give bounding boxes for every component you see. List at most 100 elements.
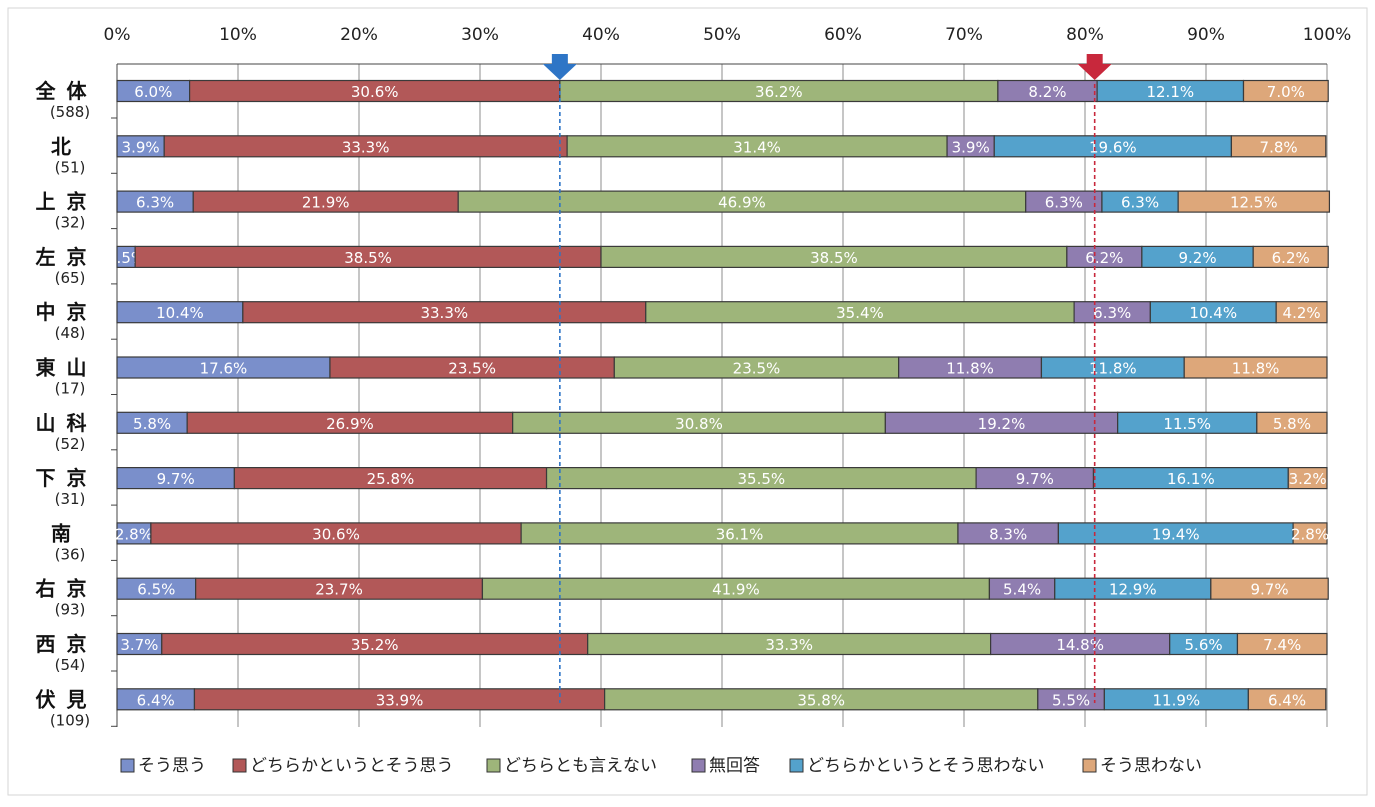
data-label: 12.1%	[1146, 83, 1194, 101]
bar-segment	[1247, 688, 1327, 711]
data-label: 17.6%	[200, 360, 248, 378]
category-label: 全 体	[35, 79, 89, 103]
data-label: 10.4%	[1189, 304, 1237, 322]
category-label: 北	[51, 134, 73, 158]
x-tick-label: 60%	[824, 25, 862, 45]
category-count: (588)	[50, 103, 90, 121]
category-count: (52)	[55, 435, 86, 453]
data-label: 8.2%	[1028, 83, 1066, 101]
data-label: 12.5%	[1230, 194, 1278, 212]
x-tick-label: 30%	[461, 25, 499, 45]
data-label: 6.2%	[1085, 249, 1123, 267]
data-label: 11.8%	[946, 360, 994, 378]
category-count: (36)	[55, 545, 86, 563]
data-label: 5.5%	[1052, 691, 1090, 709]
data-label: 19.4%	[1152, 525, 1200, 543]
legend-swatch	[232, 758, 247, 773]
data-label: 26.9%	[326, 415, 374, 433]
data-label: 11.8%	[1089, 360, 1137, 378]
bar-segment	[1252, 245, 1329, 268]
data-label: 30.8%	[675, 415, 723, 433]
reference-arrow-icon	[542, 54, 577, 80]
x-tick-label: 70%	[945, 25, 983, 45]
legend-swatch	[120, 758, 135, 773]
category-label: 西 京	[36, 632, 89, 656]
data-label: 46.9%	[718, 194, 766, 212]
data-label: 12.9%	[1109, 581, 1157, 599]
x-tick-label: 20%	[340, 25, 378, 45]
data-label: 16.1%	[1167, 470, 1215, 488]
category-label: 東 山	[36, 356, 89, 380]
bar-segment	[1292, 522, 1328, 545]
category-label: 下 京	[36, 466, 89, 490]
category-label: 右 京	[36, 577, 89, 601]
data-label: 9.2%	[1178, 249, 1216, 267]
data-label: 36.2%	[755, 83, 803, 101]
data-label: 35.8%	[797, 691, 845, 709]
legend-label: そう思う	[138, 756, 206, 776]
legend-swatch	[486, 758, 501, 773]
data-label: 6.3%	[1093, 304, 1131, 322]
bar-segment	[1230, 135, 1327, 158]
data-label: 19.2%	[978, 415, 1026, 433]
legend-label: どちらかというとそう思う	[250, 756, 454, 776]
category-count: (65)	[55, 269, 86, 287]
data-label: 3.7%	[120, 636, 158, 654]
data-label: 10.4%	[156, 304, 204, 322]
data-label: 6.0%	[134, 83, 172, 101]
data-label: 11.5%	[1163, 415, 1211, 433]
x-tick-label: 0%	[104, 25, 131, 45]
x-tick-label: 90%	[1187, 25, 1225, 45]
category-label: 左 京	[36, 245, 89, 269]
data-label: 9.7%	[157, 470, 195, 488]
data-label: 6.3%	[1045, 194, 1083, 212]
bar-segment	[1177, 190, 1331, 213]
data-label: 36.1%	[716, 525, 764, 543]
bar-segment	[1183, 356, 1328, 379]
data-label: 3.2%	[1289, 470, 1327, 488]
category-count: (109)	[50, 711, 90, 729]
category-count: (93)	[55, 601, 86, 619]
category-label: 南	[51, 521, 73, 545]
data-label: 25.8%	[367, 470, 415, 488]
data-label: 5.6%	[1185, 636, 1223, 654]
data-label: 33.3%	[765, 636, 813, 654]
data-label: 41.9%	[712, 581, 760, 599]
legend-label: そう思わない	[1100, 756, 1202, 776]
category-count: (17)	[55, 380, 86, 398]
data-label: 7.8%	[1260, 138, 1298, 156]
data-label: 23.7%	[315, 581, 363, 599]
category-label: 上 京	[36, 190, 89, 214]
data-label: 9.7%	[1250, 581, 1288, 599]
data-label: 3.9%	[952, 138, 990, 156]
chart-border	[7, 7, 1368, 796]
data-label: 38.5%	[810, 249, 858, 267]
data-label: 2.8%	[115, 525, 153, 543]
data-label: 7.0%	[1267, 83, 1305, 101]
data-label: 23.5%	[733, 360, 781, 378]
data-label: 38.5%	[344, 249, 392, 267]
bar-segment	[1210, 577, 1329, 600]
category-count: (54)	[55, 656, 86, 674]
data-label: 6.3%	[1121, 194, 1159, 212]
category-count: (32)	[55, 214, 86, 232]
data-label: 9.7%	[1016, 470, 1054, 488]
data-label: 33.9%	[376, 691, 424, 709]
legend-label: 無回答	[709, 756, 760, 776]
data-label: 35.2%	[351, 636, 399, 654]
data-label: 30.6%	[312, 525, 360, 543]
data-label: 2.8%	[1291, 525, 1329, 543]
legend-swatch	[691, 758, 706, 773]
data-label: 3.9%	[122, 138, 160, 156]
reference-arrow-icon	[1077, 54, 1112, 80]
data-label: 33.3%	[342, 138, 390, 156]
legend-label: どちらかというとそう思わない	[807, 756, 1045, 776]
data-label: 14.8%	[1056, 636, 1104, 654]
data-label: 35.4%	[836, 304, 884, 322]
category-label: 中 京	[36, 300, 89, 324]
category-label: 伏 見	[36, 687, 89, 711]
category-count: (51)	[55, 158, 86, 176]
data-label: 7.4%	[1263, 636, 1301, 654]
